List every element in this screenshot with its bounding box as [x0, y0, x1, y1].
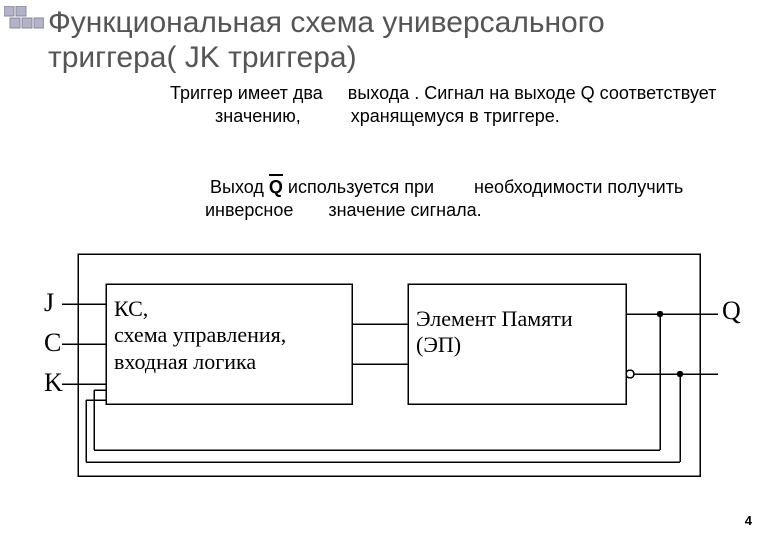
kc-line1: КС,: [114, 296, 148, 321]
input-k-label: K: [44, 368, 63, 398]
input-c-label: C: [44, 328, 61, 358]
title-line2: триггера( JK триггера): [48, 41, 357, 74]
jk-trigger-diagram: КС, схема управления, входная логика Эле…: [40, 244, 740, 484]
slide-bullet-decoration: [4, 6, 44, 47]
input-j-label: J: [44, 288, 54, 318]
paragraph-2: Выход Q используется при необходимости п…: [170, 176, 755, 221]
title-line1: Функциональная схема универсального: [48, 6, 605, 39]
q-bar-symbol: Q: [269, 176, 283, 199]
kc-line3: входная логика: [114, 349, 256, 374]
page-number: 4: [745, 513, 752, 528]
ep-box-label: Элемент Памяти (ЭП): [416, 306, 573, 359]
kc-line2: схема управления,: [114, 322, 286, 347]
slide-title: Функциональная схема универсального триг…: [48, 6, 748, 75]
ep-line2: (ЭП): [416, 332, 461, 357]
paragraph-1: Триггер имеет два выхода . Сигнал на вых…: [170, 82, 755, 127]
paragraph-1-text: Триггер имеет два выхода . Сигнал на вых…: [170, 83, 716, 126]
kc-box-label: КС, схема управления, входная логика: [114, 296, 286, 375]
ep-line1: Элемент Памяти: [416, 306, 573, 331]
output-q-label: Q: [722, 296, 741, 326]
paragraph-2-prefix: Выход: [170, 177, 269, 197]
